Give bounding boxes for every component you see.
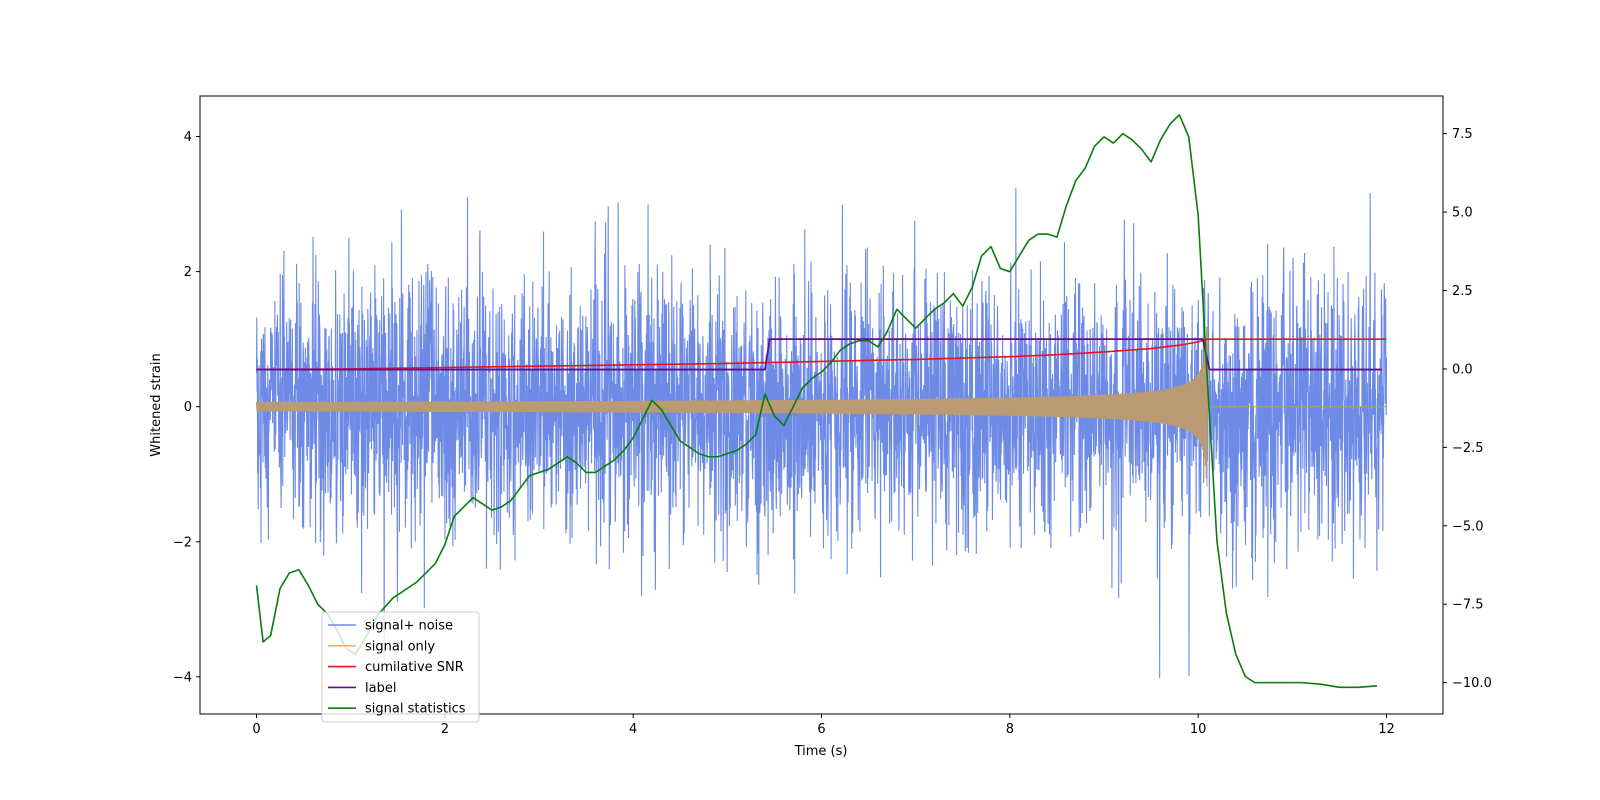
series-signal-only xyxy=(256,326,1387,487)
legend-label: signal only xyxy=(365,639,435,654)
y-axis-right: −10.0 −7.5 −5.0 −2.5 0.0 2.5 5.0 7.5 xyxy=(1443,127,1492,691)
y2-tick-label: 7.5 xyxy=(1452,127,1473,142)
y2-tick-label: −7.5 xyxy=(1452,598,1484,613)
x-tick-label: 10 xyxy=(1190,722,1207,737)
series-signal-noise xyxy=(255,188,1388,678)
legend-box xyxy=(321,611,480,723)
series-signal-statistics xyxy=(255,114,1378,689)
y2-tick-label: 0.0 xyxy=(1452,362,1473,377)
x-axis: 0 2 4 6 8 10 12 xyxy=(252,714,1395,737)
y-tick-label: −4 xyxy=(173,670,192,685)
y2-tick-label: −5.0 xyxy=(1452,519,1484,534)
x-tick-label: 8 xyxy=(1006,722,1014,737)
y2-tick-label: 5.0 xyxy=(1452,206,1473,221)
y2-tick-label: −2.5 xyxy=(1452,441,1484,456)
series-label xyxy=(256,338,1382,371)
y2-tick-label: −10.0 xyxy=(1452,676,1492,691)
y-axis-left: −4 −2 0 2 4 xyxy=(173,130,200,685)
legend-label: signal+ noise xyxy=(365,619,453,634)
x-axis-label: Time (s) xyxy=(794,744,848,759)
x-tick-label: 4 xyxy=(629,722,637,737)
x-tick-label: 2 xyxy=(441,722,449,737)
legend-label: signal statistics xyxy=(365,702,466,717)
y-tick-label: 4 xyxy=(184,130,192,145)
series-cumulative-snr xyxy=(256,338,1387,371)
x-tick-label: 0 xyxy=(252,722,260,737)
y-tick-label: −2 xyxy=(173,535,192,550)
y-tick-label: 0 xyxy=(184,400,192,415)
legend: signal+ noise signal only cumilative SNR la… xyxy=(321,611,480,723)
y2-tick-label: 2.5 xyxy=(1452,284,1473,299)
legend-label: label xyxy=(365,681,396,696)
plot-area xyxy=(255,114,1388,689)
legend-label: cumilative SNR xyxy=(365,660,464,675)
y-axis-label: Whitened strain xyxy=(149,353,164,456)
x-tick-label: 12 xyxy=(1378,722,1395,737)
x-tick-label: 6 xyxy=(817,722,825,737)
y-tick-label: 2 xyxy=(184,265,192,280)
